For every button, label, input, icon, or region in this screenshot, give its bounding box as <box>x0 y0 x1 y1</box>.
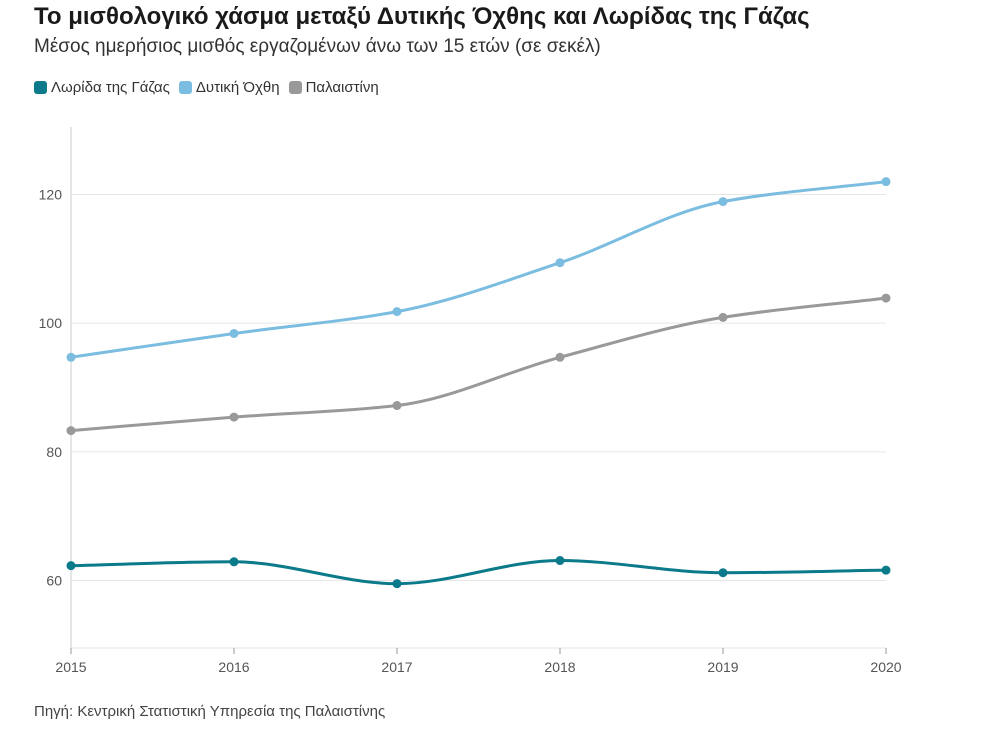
data-point-palestine <box>555 352 565 362</box>
x-tick-label: 2017 <box>381 659 412 675</box>
data-point-gaza <box>229 557 239 567</box>
x-tick-label: 2015 <box>55 659 86 675</box>
data-point-west-bank <box>66 352 76 362</box>
data-point-west-bank <box>881 177 891 187</box>
source-note: Πηγή: Κεντρική Στατιστική Υπηρεσία της Π… <box>34 703 386 720</box>
series-line-gaza <box>69 559 888 586</box>
legend-swatch-west-bank <box>178 81 192 94</box>
chart-title: Το μισθολογικό χάσμα μεταξύ Δυτικής Όχθη… <box>34 3 810 30</box>
legend: Λωρίδα της Γάζας Δυτική Όχθη Παλαιστίνη <box>34 79 388 96</box>
legend-item-gaza[interactable]: Λωρίδα της Γάζας <box>34 79 170 96</box>
data-point-west-bank <box>718 197 728 207</box>
legend-swatch-gaza <box>34 81 47 94</box>
data-point-palestine <box>881 293 891 303</box>
x-tick-label: 2016 <box>218 659 249 675</box>
y-tick-label: 80 <box>46 444 62 460</box>
data-point-west-bank <box>555 258 565 268</box>
y-tick-label: 100 <box>39 315 63 331</box>
data-point-gaza <box>881 565 891 575</box>
data-point-palestine <box>392 401 402 411</box>
y-tick-label: 120 <box>39 187 63 203</box>
data-point-west-bank <box>229 328 239 338</box>
legend-item-west-bank[interactable]: Δυτική Όχθη <box>178 79 280 96</box>
data-point-palestine <box>229 412 239 422</box>
x-tick-label: 2019 <box>707 659 738 675</box>
data-point-west-bank <box>392 307 402 317</box>
x-tick-label: 2018 <box>544 659 575 675</box>
x-tick-label: 2020 <box>870 659 901 675</box>
data-point-gaza <box>718 568 728 578</box>
data-point-gaza <box>555 556 565 566</box>
legend-label-palestine: Παλαιστίνη <box>305 79 379 96</box>
chart-subtitle: Μέσος ημερήσιος μισθός εργαζομένων άνω τ… <box>34 36 601 57</box>
series-line-west-bank <box>69 180 888 359</box>
data-point-palestine <box>66 426 76 436</box>
legend-item-palestine[interactable]: Παλαιστίνη <box>288 79 379 96</box>
legend-label-west-bank: Δυτική Όχθη <box>195 79 280 96</box>
data-point-palestine <box>718 312 728 322</box>
data-point-gaza <box>66 561 76 571</box>
legend-swatch-palestine <box>288 81 302 94</box>
y-tick-label: 60 <box>46 572 62 588</box>
series-line-palestine <box>69 296 888 433</box>
legend-label-gaza: Λωρίδα της Γάζας <box>51 79 170 96</box>
data-point-gaza <box>392 579 402 589</box>
